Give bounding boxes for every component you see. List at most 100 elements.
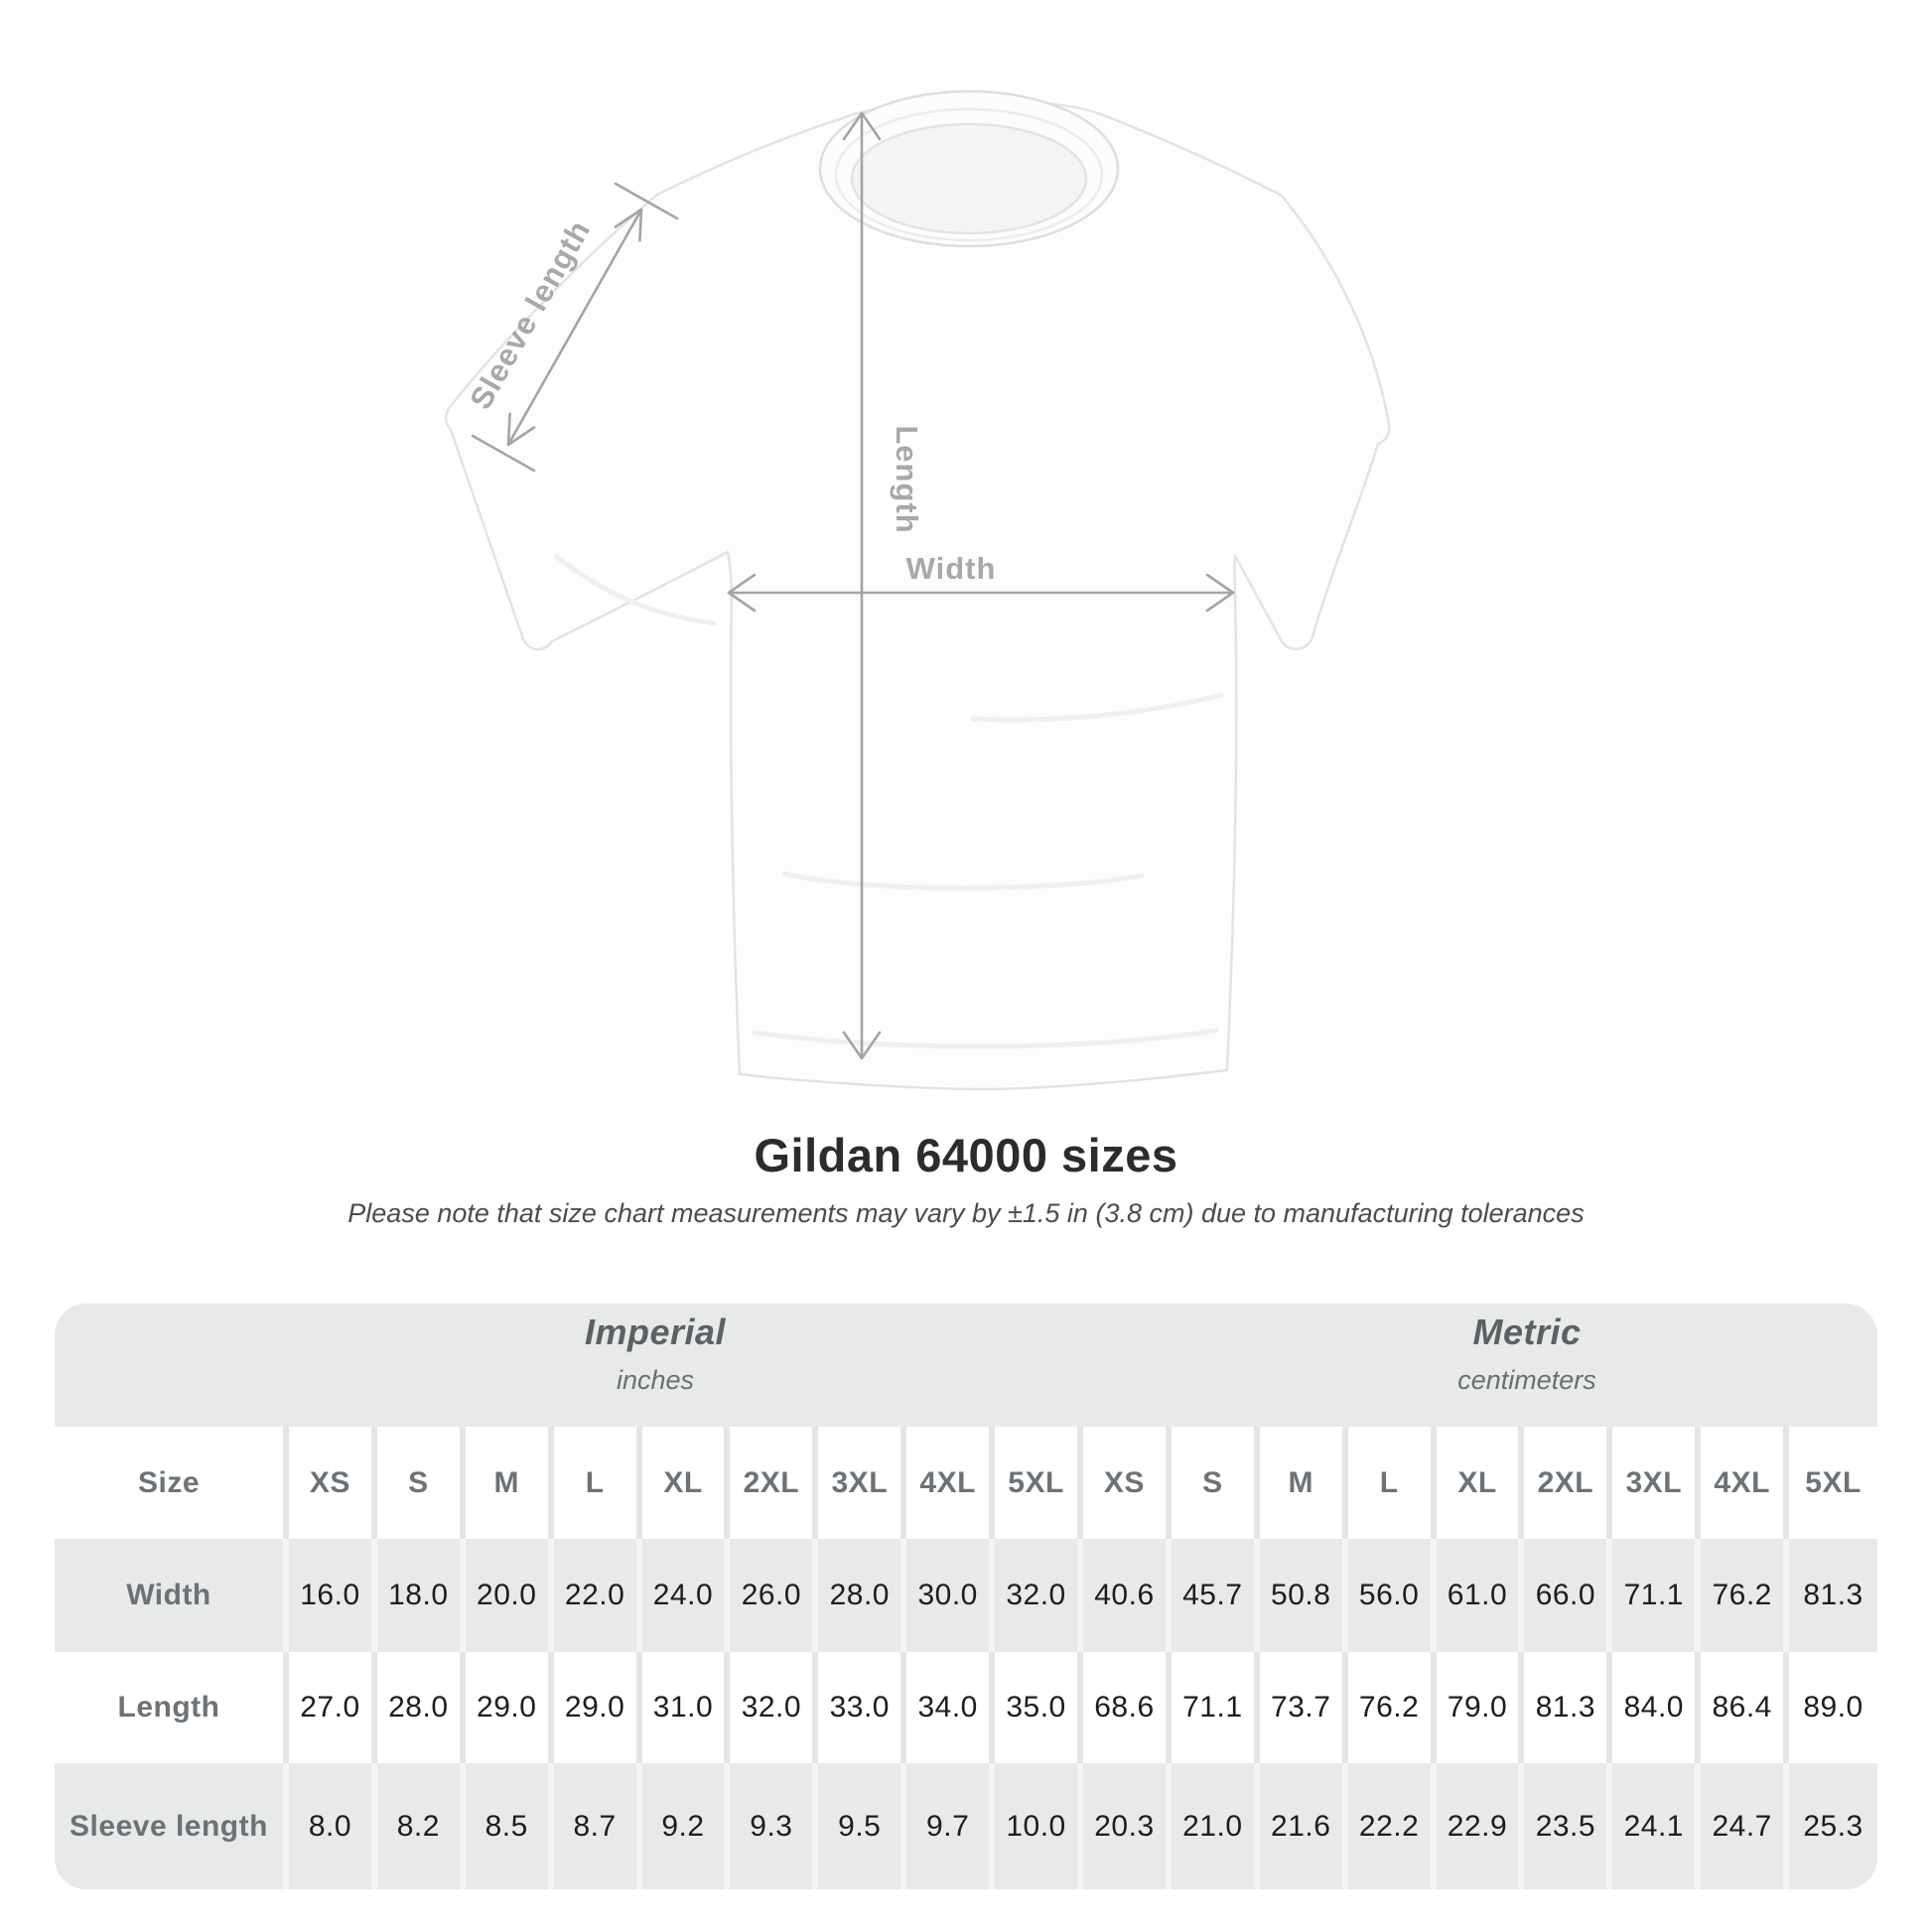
length-imperial-cell: 32.0 <box>730 1652 819 1763</box>
sleeve-metric-cell: 23.5 <box>1524 1763 1613 1889</box>
size-header-cell: 3XL <box>818 1427 907 1539</box>
length-metric-cell: 68.6 <box>1083 1652 1172 1763</box>
sleeve-metric-cell: 25.3 <box>1803 1809 1863 1843</box>
measurement-arrows <box>471 111 1235 1060</box>
collar-inner <box>850 122 1088 235</box>
width-metric-cell: 81.3 <box>1803 1579 1863 1611</box>
width-imperial-cell: 16.0 <box>289 1539 377 1652</box>
size-header-row: Size XS S M L XL 2XL 3XL 4XL 5XL XS S M … <box>55 1427 1877 1539</box>
sleeve-imperial-cell: 10.0 <box>995 1763 1083 1889</box>
size-header-cell: 2XL <box>1524 1427 1613 1539</box>
width-arrowhead-left <box>727 573 757 613</box>
sleeve-metric-cell: 22.2 <box>1348 1763 1437 1889</box>
tshirt-graphic <box>444 89 1391 1091</box>
sleeve-imperial-cell: 8.2 <box>377 1763 466 1889</box>
size-header-cell: XL <box>642 1427 731 1539</box>
length-metric-cell: 84.0 <box>1612 1652 1702 1763</box>
width-metric-cell: 40.6 <box>1083 1539 1172 1652</box>
imperial-unit-header: Imperial inches <box>585 1311 726 1396</box>
collar-stitch <box>834 107 1104 242</box>
sleeve-arrow <box>507 209 642 445</box>
size-header-cell: S <box>377 1427 466 1539</box>
size-header-cell: 4XL <box>906 1427 996 1539</box>
size-table: Imperial inches Metric centimeters Size … <box>55 1304 1877 1889</box>
width-arrowhead-right <box>1205 573 1235 613</box>
sleeve-imperial-cell: 9.2 <box>642 1763 731 1889</box>
width-metric-cell: 45.7 <box>1172 1539 1260 1652</box>
size-header-cell: 4XL <box>1701 1427 1790 1539</box>
row-label: Sleeve length <box>55 1763 289 1889</box>
length-metric-cell: 86.4 <box>1701 1652 1790 1763</box>
sleeve-metric-cell: 24.7 <box>1701 1763 1790 1889</box>
sleeve-imperial-cell: 8.5 <box>466 1763 554 1889</box>
sleeve-arrowhead-top <box>614 207 643 242</box>
length-imperial-cell: 33.0 <box>818 1652 907 1763</box>
sleeve-metric-cell: 24.1 <box>1612 1763 1702 1889</box>
width-row: Width 16.0 18.0 20.0 22.0 24.0 26.0 28.0… <box>55 1539 1877 1652</box>
size-header-cell: L <box>554 1427 642 1539</box>
length-metric-cell: 71.1 <box>1172 1652 1260 1763</box>
size-header-cell: XS <box>289 1427 377 1539</box>
width-annotation: Width <box>906 551 997 586</box>
length-imperial-cell: 34.0 <box>906 1652 996 1763</box>
sleeve-metric-cell: 20.3 <box>1083 1763 1172 1889</box>
size-header-cell: 5XL <box>995 1427 1083 1539</box>
sleeve-imperial-cell: 9.7 <box>906 1763 996 1889</box>
width-metric-cell: 66.0 <box>1524 1539 1613 1652</box>
size-header-cell: XS <box>1083 1427 1172 1539</box>
size-header-cell: L <box>1348 1427 1437 1539</box>
length-metric-cell: 81.3 <box>1524 1652 1613 1763</box>
sleeve-imperial-cell: 9.5 <box>818 1763 907 1889</box>
metric-unit-header: Metric centimeters <box>1457 1311 1596 1396</box>
width-metric-cell: 76.2 <box>1701 1539 1790 1652</box>
length-imperial-cell: 28.0 <box>377 1652 466 1763</box>
size-header-cell: M <box>1260 1427 1348 1539</box>
width-imperial-cell: 32.0 <box>995 1539 1083 1652</box>
length-metric-cell: 73.7 <box>1260 1652 1348 1763</box>
length-imperial-cell: 29.0 <box>554 1652 642 1763</box>
sleeve-end-tick-bottom <box>471 434 536 473</box>
sleeve-length-row: Sleeve length 8.0 8.2 8.5 8.7 9.2 9.3 9.… <box>55 1763 1877 1889</box>
row-label: Length <box>55 1652 289 1763</box>
imperial-label: Imperial <box>584 1311 727 1352</box>
sleeve-imperial-cell: 8.7 <box>554 1763 642 1889</box>
width-metric-cell: 61.0 <box>1437 1539 1525 1652</box>
width-imperial-cell: 26.0 <box>730 1539 819 1652</box>
length-metric-cell: 79.0 <box>1437 1652 1525 1763</box>
width-metric-cell: 71.1 <box>1612 1539 1702 1652</box>
sleeve-metric-cell: 21.6 <box>1260 1763 1348 1889</box>
tolerance-note: Please note that size chart measurements… <box>347 1198 1585 1228</box>
width-imperial-cell: 18.0 <box>377 1539 466 1652</box>
size-header-cell: S <box>1172 1427 1260 1539</box>
size-header-cell: 3XL <box>1612 1427 1702 1539</box>
metric-unit-label: centimeters <box>1457 1365 1596 1395</box>
sleeve-end-tick-top <box>614 182 679 220</box>
width-imperial-cell: 20.0 <box>466 1539 554 1652</box>
length-imperial-cell: 31.0 <box>642 1652 731 1763</box>
sleeve-arrowhead-bottom <box>506 412 536 447</box>
size-col-header: Size <box>55 1427 289 1539</box>
sleeve-metric-cell: 21.0 <box>1172 1763 1260 1889</box>
tshirt-diagram: Sleeve length Length Width <box>444 89 1391 1091</box>
width-imperial-cell: 22.0 <box>554 1539 642 1652</box>
width-imperial-cell: 30.0 <box>906 1539 996 1652</box>
width-imperial-cell: 24.0 <box>642 1539 731 1652</box>
imperial-unit-label: inches <box>616 1365 695 1395</box>
length-arrowhead-top <box>842 111 882 141</box>
width-imperial-cell: 28.0 <box>818 1539 907 1652</box>
row-label: Width <box>55 1539 289 1652</box>
size-header-cell: M <box>466 1427 554 1539</box>
length-imperial-cell: 29.0 <box>466 1652 554 1763</box>
heading-block: Gildan 64000 sizes Please note that size… <box>0 1128 1932 1229</box>
length-arrowhead-bottom <box>842 1031 882 1060</box>
length-annotation: Length <box>890 425 924 533</box>
size-header-cell: 5XL <box>1805 1465 1862 1499</box>
length-imperial-cell: 27.0 <box>289 1652 377 1763</box>
size-header-cell: 2XL <box>730 1427 819 1539</box>
unit-header-row: Imperial inches Metric centimeters <box>55 1304 1877 1427</box>
width-metric-cell: 56.0 <box>1348 1539 1437 1652</box>
width-metric-cell: 50.8 <box>1260 1539 1348 1652</box>
sleeve-metric-cell: 22.9 <box>1437 1763 1525 1889</box>
sleeve-imperial-cell: 8.0 <box>289 1763 377 1889</box>
metric-label: Metric <box>1472 1311 1582 1352</box>
